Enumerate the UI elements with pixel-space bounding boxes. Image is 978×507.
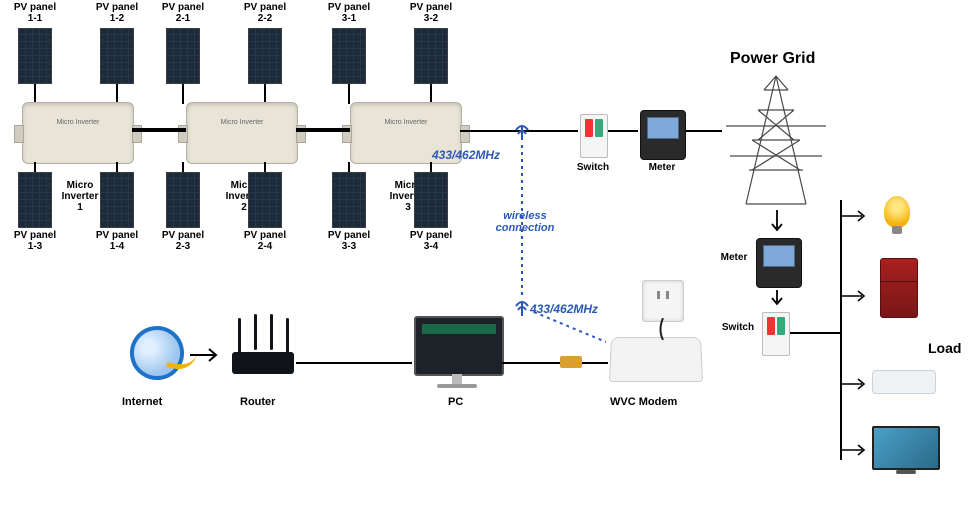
- power-grid-label: Power Grid: [730, 50, 815, 68]
- wall-socket-icon: [642, 280, 684, 322]
- switch-2: [762, 312, 790, 356]
- switch2-label: Switch: [716, 322, 760, 333]
- internet-label: Internet: [122, 396, 162, 408]
- wire: [790, 332, 840, 334]
- plug-cable: [658, 318, 668, 340]
- transmission-tower-icon: [716, 70, 836, 210]
- pv-panel-1-1: [18, 28, 52, 84]
- wire: [182, 162, 184, 172]
- router-antenna: [270, 314, 273, 350]
- pv-label-1-2: PV panel1-2: [92, 2, 142, 24]
- wire: [34, 84, 36, 104]
- pv-panel-3-3: [332, 172, 366, 228]
- pv-panel-2-4: [248, 172, 282, 228]
- light-bulb-icon: [884, 196, 910, 228]
- meter-1: [640, 110, 686, 160]
- ethernet-cable: [296, 362, 412, 364]
- pv-panel-1-3: [18, 172, 52, 228]
- pv-panel-3-2: [414, 28, 448, 84]
- pv-panel-2-2: [248, 28, 282, 84]
- usb-adapter-icon: [560, 356, 582, 368]
- frequency-label-top: 433/462MHz: [432, 148, 500, 162]
- arrow-right-icon: [840, 378, 870, 390]
- pc-stand: [437, 384, 477, 388]
- arrow-right-icon: [840, 444, 870, 456]
- pv-panel-2-3: [166, 172, 200, 228]
- router-antenna: [254, 314, 257, 350]
- pv-panel-3-1: [332, 28, 366, 84]
- wvc-modem-icon: [609, 337, 703, 382]
- router-antenna: [238, 318, 241, 354]
- internet-icon: [126, 322, 189, 385]
- pv-label-2-4: PV panel2-4: [240, 230, 290, 252]
- wire: [430, 162, 432, 172]
- pc-monitor-icon: [414, 316, 504, 376]
- micro-inverter-1: Micro Inverter: [22, 102, 134, 164]
- wire: [264, 84, 266, 104]
- pv-label-3-1: PV panel3-1: [324, 2, 374, 24]
- pv-label-2-2: PV panel2-2: [240, 2, 290, 24]
- television-icon: [872, 426, 940, 470]
- router-label: Router: [240, 396, 275, 408]
- router-antenna: [286, 318, 289, 354]
- pv-label-1-1: PV panel1-1: [10, 2, 60, 24]
- pv-panel-2-1: [166, 28, 200, 84]
- wire: [182, 84, 184, 104]
- arrow-down-icon: [770, 210, 784, 236]
- modem-label: WVC Modem: [610, 396, 677, 408]
- pv-panel-1-2: [100, 28, 134, 84]
- air-conditioner-icon: [872, 370, 936, 394]
- usb-cable: [502, 362, 608, 364]
- wifi-icon: [512, 296, 532, 323]
- meter2-label: Meter: [712, 252, 756, 263]
- wire: [348, 162, 350, 172]
- arrow-right-icon: [840, 290, 870, 302]
- meter1-label: Meter: [640, 162, 684, 173]
- wire: [34, 162, 36, 172]
- arrow-down-icon: [770, 290, 784, 310]
- refrigerator-icon: [880, 258, 918, 318]
- pv-label-1-3: PV panel1-3: [10, 230, 60, 252]
- pv-panel-3-4: [414, 172, 448, 228]
- pv-label-3-2: PV panel3-2: [406, 2, 456, 24]
- wire: [264, 162, 266, 172]
- load-label: Load: [928, 340, 961, 356]
- wire: [116, 162, 118, 172]
- load-bus: [840, 200, 842, 460]
- switch-1: [580, 114, 608, 158]
- router-icon: [232, 352, 294, 374]
- wifi-icon: [512, 120, 532, 147]
- pv-label-2-3: PV panel2-3: [158, 230, 208, 252]
- pv-panel-1-4: [100, 172, 134, 228]
- arrow-right-icon: [840, 210, 870, 222]
- pv-label-3-3: PV panel3-3: [324, 230, 374, 252]
- pv-label-2-1: PV panel2-1: [158, 2, 208, 24]
- pv-label-3-4: PV panel3-4: [406, 230, 456, 252]
- arrow-right-icon: [190, 348, 222, 362]
- ac-bus: [132, 128, 186, 132]
- wire: [608, 130, 638, 132]
- wire: [116, 84, 118, 104]
- micro-inverter-2: Micro Inverter: [186, 102, 298, 164]
- ac-bus: [296, 128, 350, 132]
- pc-neck: [452, 374, 462, 384]
- pv-label-1-4: PV panel1-4: [92, 230, 142, 252]
- wireless-link-line: [534, 306, 606, 346]
- wireless-connection-label: wirelessconnection: [480, 210, 570, 234]
- switch1-label: Switch: [571, 162, 615, 173]
- meter-2: [756, 238, 802, 288]
- wire: [348, 84, 350, 104]
- pc-label: PC: [448, 396, 463, 408]
- wire: [430, 84, 432, 104]
